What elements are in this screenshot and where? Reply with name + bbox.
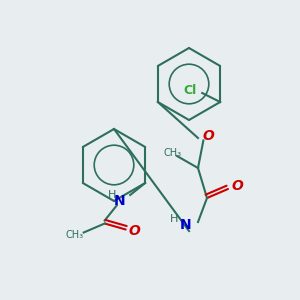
Text: H: H (108, 190, 116, 200)
Text: CH₃: CH₃ (66, 230, 84, 241)
Text: Cl: Cl (184, 83, 197, 97)
Text: CH₃: CH₃ (164, 148, 181, 158)
Text: N: N (114, 194, 125, 208)
Text: O: O (202, 130, 214, 143)
Text: N: N (180, 218, 192, 232)
Text: O: O (129, 224, 141, 238)
Text: H: H (170, 214, 178, 224)
Text: O: O (231, 179, 243, 193)
